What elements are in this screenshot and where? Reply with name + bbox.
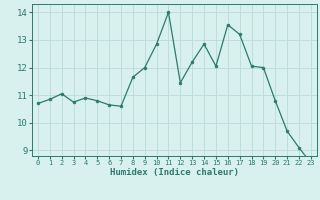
- X-axis label: Humidex (Indice chaleur): Humidex (Indice chaleur): [110, 168, 239, 177]
